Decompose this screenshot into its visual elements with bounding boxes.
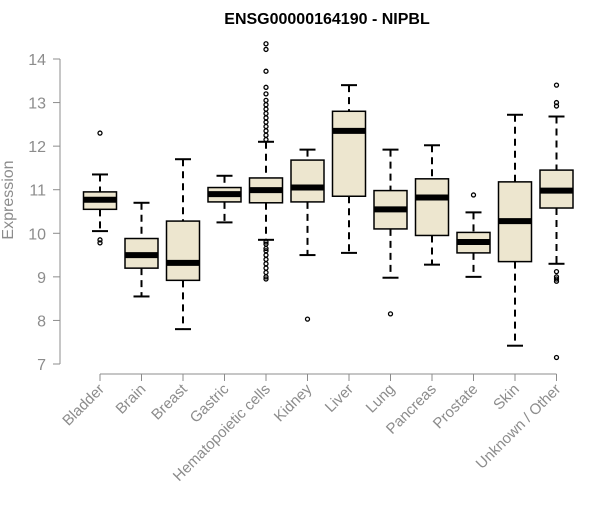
outlier-point bbox=[553, 354, 560, 361]
box-group bbox=[290, 148, 325, 322]
outlier-point bbox=[263, 97, 269, 104]
box-series bbox=[82, 41, 574, 361]
x-tick-label: Liver bbox=[322, 381, 357, 416]
box bbox=[165, 220, 201, 282]
box bbox=[414, 178, 450, 237]
outlier-point bbox=[263, 269, 269, 276]
x-tick-label: Bladder bbox=[59, 381, 108, 430]
y-axis: 7 8 9 10 11 12 13 14 bbox=[28, 52, 61, 374]
box-group bbox=[497, 113, 533, 347]
y-tick-label: 10 bbox=[28, 226, 46, 243]
y-axis-label: Expression bbox=[0, 160, 17, 239]
y-tick-label: 9 bbox=[37, 270, 46, 287]
outlier-point bbox=[263, 132, 269, 138]
outlier-point bbox=[263, 119, 269, 125]
x-tick-label: Brain bbox=[113, 381, 150, 418]
box-group bbox=[414, 144, 450, 266]
outlier-point bbox=[387, 311, 394, 317]
outlier-point bbox=[263, 128, 269, 134]
outlier-point bbox=[263, 274, 269, 280]
outlier-point bbox=[263, 245, 269, 252]
outlier-point bbox=[97, 237, 103, 243]
outlier-point bbox=[263, 68, 269, 74]
y-tick-label: 11 bbox=[29, 183, 46, 200]
outlier-point bbox=[263, 252, 269, 258]
outlier-point bbox=[263, 256, 269, 263]
outlier-point bbox=[553, 278, 560, 284]
box-group bbox=[207, 174, 242, 224]
box-group bbox=[124, 201, 159, 298]
outlier-point bbox=[263, 239, 269, 245]
outlier-point bbox=[553, 82, 560, 88]
x-tick-label: Prostate bbox=[430, 381, 482, 433]
outlier-point bbox=[263, 46, 269, 53]
box-group bbox=[373, 148, 408, 317]
box bbox=[290, 159, 325, 203]
box bbox=[331, 110, 367, 197]
outlier-point bbox=[97, 240, 103, 246]
outlier-point bbox=[553, 268, 560, 275]
x-tick-label: Lung bbox=[363, 381, 399, 417]
y-tick-label: 13 bbox=[28, 96, 46, 113]
outlier-point bbox=[263, 102, 269, 108]
outlier-point bbox=[263, 261, 269, 267]
box-group bbox=[248, 41, 284, 282]
outlier-point bbox=[263, 84, 269, 90]
x-tick-label: Breast bbox=[148, 380, 191, 423]
y-tick-label: 7 bbox=[37, 357, 46, 374]
outlier-point bbox=[470, 192, 477, 198]
outlier-point bbox=[263, 41, 269, 47]
outlier-point bbox=[263, 276, 269, 282]
box-group bbox=[82, 130, 118, 246]
y-tick-label: 12 bbox=[28, 139, 46, 156]
outlier-point bbox=[263, 136, 269, 143]
x-tick-label: Skin bbox=[490, 381, 523, 414]
outlier-point bbox=[553, 103, 560, 109]
outlier-point bbox=[263, 110, 269, 117]
box-group bbox=[165, 158, 201, 331]
outlier-point bbox=[263, 91, 269, 97]
outlier-point bbox=[263, 106, 269, 112]
chart-title: ENSG00000164190 - NIPBL bbox=[224, 11, 430, 28]
box-group bbox=[539, 82, 574, 361]
outlier-point bbox=[553, 276, 560, 282]
outlier-point bbox=[97, 130, 103, 136]
y-tick-label: 8 bbox=[37, 313, 46, 330]
outlier-point bbox=[263, 265, 269, 271]
outlier-point bbox=[263, 115, 269, 121]
y-tick-label: 14 bbox=[28, 52, 46, 69]
outlier-point bbox=[263, 123, 269, 130]
box-group bbox=[456, 192, 491, 278]
x-tick-label: Kidney bbox=[271, 380, 316, 425]
outlier-point bbox=[304, 316, 311, 322]
box-group bbox=[331, 84, 367, 254]
